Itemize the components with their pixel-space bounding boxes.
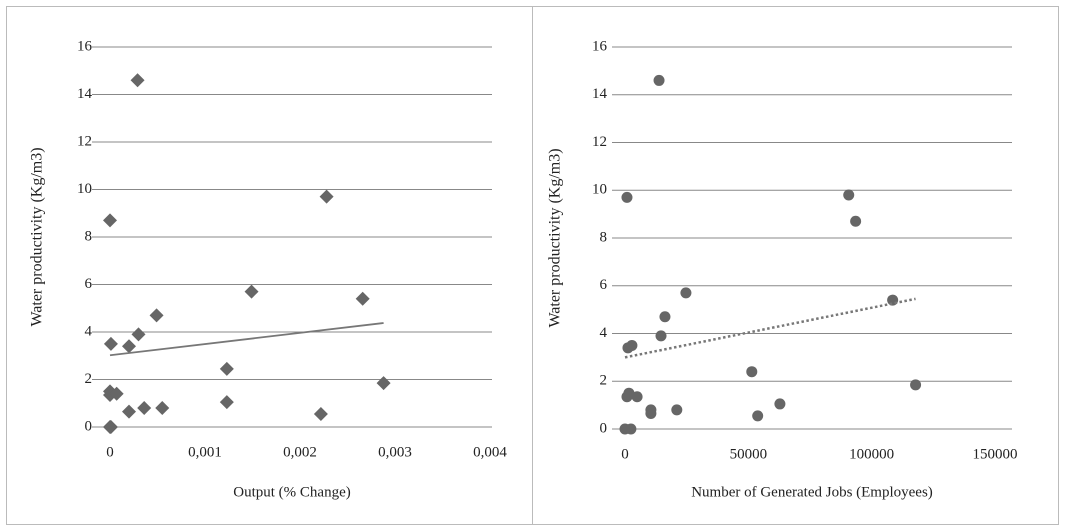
y-tick-label: 6 — [85, 276, 93, 292]
y-tick-label: 2 — [600, 373, 608, 389]
point — [219, 361, 234, 376]
point — [645, 407, 657, 419]
y-tick-label: 10 — [592, 182, 607, 198]
y-tick-label: 14 — [77, 86, 93, 102]
point — [631, 391, 643, 403]
point — [122, 404, 136, 419]
y-tick-label: 6 — [600, 277, 608, 293]
point — [103, 420, 118, 434]
point — [659, 311, 671, 323]
point — [625, 423, 637, 435]
y-tick-label: 16 — [592, 38, 608, 54]
x-tick-label: 0 — [621, 446, 629, 462]
x-axis-title: Number of Generated Jobs (Employees) — [691, 484, 933, 500]
y-tick-label: 2 — [85, 371, 93, 387]
point — [244, 284, 259, 299]
y-axis-title: Water productivity (Kg/m3) — [29, 147, 46, 326]
point — [850, 215, 862, 227]
x-tick-label: 100000 — [849, 446, 894, 462]
point — [137, 401, 152, 415]
point — [122, 339, 136, 354]
x-tick-label: 50000 — [730, 446, 768, 462]
y-tick-label: 16 — [77, 38, 93, 54]
point — [774, 398, 786, 410]
y-tick-label: 12 — [77, 133, 92, 149]
trendline — [109, 322, 384, 357]
y-tick-label: 12 — [592, 134, 607, 150]
point — [219, 395, 234, 410]
x-tick-label: 0,002 — [283, 444, 317, 460]
point — [109, 386, 124, 401]
y-tick-label: 10 — [77, 181, 92, 197]
point — [671, 404, 683, 416]
y-tick-label: 8 — [85, 228, 93, 244]
x-tick-label: 0 — [106, 444, 114, 460]
point — [655, 330, 667, 342]
y-tick-label: 14 — [592, 86, 608, 102]
x-axis-title: Output (% Change) — [233, 484, 350, 500]
y-tick-label: 0 — [600, 420, 608, 436]
point — [843, 189, 855, 201]
point — [103, 213, 117, 228]
point — [621, 191, 633, 203]
trendline — [624, 297, 916, 359]
x-tick-label: 0,001 — [188, 444, 222, 460]
point — [626, 339, 638, 351]
point — [319, 189, 334, 204]
point — [910, 379, 922, 391]
point — [131, 327, 146, 342]
y-tick-label: 4 — [600, 325, 608, 341]
point — [155, 401, 170, 415]
point — [752, 410, 764, 422]
point — [680, 287, 692, 299]
point — [376, 376, 391, 391]
point — [746, 366, 758, 378]
y-tick-label: 4 — [85, 323, 93, 339]
point — [355, 291, 370, 306]
x-tick-label: 0,004 — [473, 444, 507, 460]
x-tick-label: 0,003 — [378, 444, 412, 460]
y-axis-title: Water productivity (Kg/m3) — [547, 148, 564, 327]
point — [313, 406, 328, 421]
y-tick-label: 0 — [85, 418, 93, 434]
point — [149, 308, 164, 323]
point — [653, 74, 665, 86]
y-tick-label: 8 — [600, 229, 608, 245]
point — [130, 73, 145, 88]
x-tick-label: 150000 — [973, 446, 1018, 462]
point — [103, 336, 118, 351]
